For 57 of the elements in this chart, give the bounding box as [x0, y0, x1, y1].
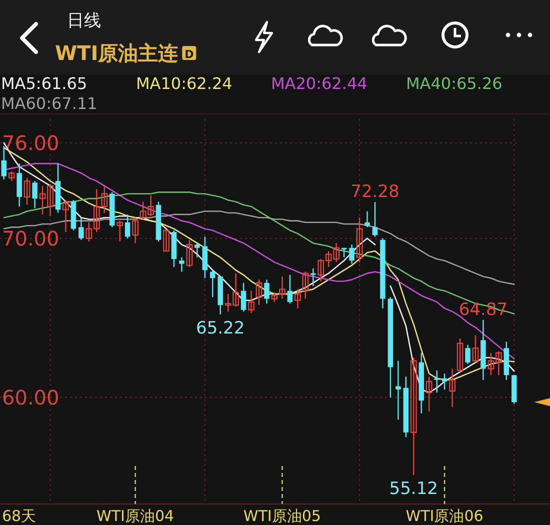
candlestick — [310, 268, 316, 287]
candlestick — [396, 360, 401, 420]
candlestick — [186, 239, 193, 268]
candlestick — [194, 242, 200, 258]
candlestick — [465, 344, 470, 365]
candlestick — [426, 376, 432, 412]
candlestick — [279, 276, 286, 300]
chart-title: WTI原油主连 — [55, 41, 178, 65]
candlestick — [8, 170, 15, 182]
annotation: 55.12 — [389, 479, 438, 500]
candlestick — [442, 372, 448, 390]
candlestick — [294, 288, 301, 309]
candlestick — [456, 338, 464, 373]
candlestick — [287, 274, 293, 304]
x-tick-label: WTI原油06 — [406, 507, 484, 525]
candlestick — [124, 214, 130, 239]
candlestick — [78, 217, 84, 241]
text: MA40:65.26 — [406, 74, 502, 93]
text: MA60:67.11 — [1, 94, 98, 113]
text: 68天 — [2, 507, 36, 525]
candlestick — [356, 217, 363, 263]
candlestick — [240, 282, 246, 312]
candlestick — [132, 217, 138, 244]
candlestick — [271, 292, 278, 303]
candlestick — [248, 290, 254, 314]
x-tick-label: WTI原油04 — [96, 507, 174, 525]
candlestick — [472, 334, 479, 364]
candlestick — [163, 230, 170, 252]
text: MA5:61.65 — [1, 74, 88, 93]
annotation: 64.87 — [458, 300, 508, 320]
candlestick — [434, 370, 440, 394]
candlestick — [349, 244, 354, 264]
candlestick — [24, 177, 30, 206]
candlestick — [16, 162, 22, 208]
candlestick — [32, 180, 38, 209]
candlestick — [264, 279, 270, 304]
candlestick — [202, 236, 208, 279]
chart-subtitle: 日线 — [67, 11, 101, 31]
candlestick — [210, 270, 216, 298]
candlestick — [372, 201, 378, 238]
text: MA10:62.24 — [136, 74, 232, 93]
candlestick — [116, 220, 124, 242]
y-tick-label: 60.00 — [2, 385, 60, 410]
annotation: 65.22 — [196, 318, 245, 338]
x-tick-label: WTI原油05 — [243, 507, 321, 525]
text: MA20:62.44 — [271, 74, 368, 93]
y-tick-label: 70.00 — [2, 226, 60, 250]
annotation: 72.28 — [350, 182, 400, 202]
candlestick — [179, 256, 184, 272]
candlestick — [62, 200, 69, 233]
text: D — [184, 48, 194, 61]
candlestick — [364, 210, 370, 228]
candlestick — [256, 279, 262, 306]
candlestick — [302, 271, 309, 300]
candlestick — [410, 357, 417, 476]
candlestick — [449, 368, 456, 408]
y-tick-label: 76.00 — [2, 130, 60, 155]
